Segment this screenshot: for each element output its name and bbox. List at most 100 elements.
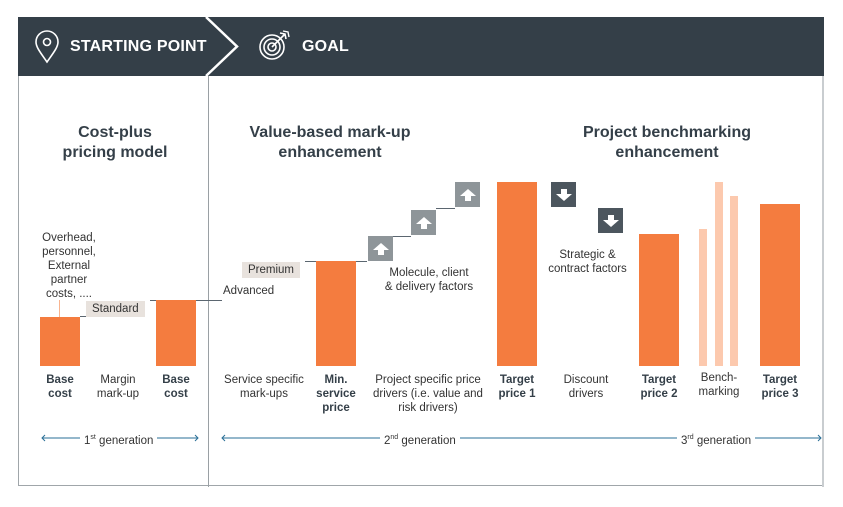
gen-text: generation bbox=[693, 434, 752, 447]
title-line: Project benchmarking bbox=[582, 124, 752, 141]
connector-line bbox=[436, 208, 455, 209]
first-generation-label: 1st generation bbox=[80, 431, 158, 448]
overhead-annotation: Overhead, personnel, External partner co… bbox=[28, 231, 110, 301]
header-chevron-divider bbox=[205, 17, 239, 77]
label-line: price 1 bbox=[498, 388, 536, 400]
bar-target-price-1 bbox=[497, 182, 537, 366]
connector-line bbox=[150, 300, 156, 301]
arrow-down-icon bbox=[555, 188, 572, 201]
annotation-line: Overhead, bbox=[42, 232, 96, 244]
arrow-up-icon bbox=[415, 216, 432, 229]
label-target-price-2: Target price 2 bbox=[634, 373, 684, 401]
annotation-line: Molecule, client bbox=[389, 267, 469, 279]
gen-num: 2 bbox=[384, 434, 391, 447]
section-divider bbox=[208, 76, 209, 487]
benchmark-bar bbox=[699, 229, 707, 366]
bar-min-service-price bbox=[316, 261, 356, 366]
annotation-line: partner bbox=[50, 274, 88, 286]
annotation-line: personnel, bbox=[42, 246, 96, 258]
label-line: drivers (i.e. value and bbox=[373, 388, 483, 400]
label-line: mark-up bbox=[96, 388, 140, 400]
annotation-line: Strategic & bbox=[559, 249, 616, 261]
overhead-connector bbox=[59, 300, 60, 317]
gen-num: 3 bbox=[681, 434, 688, 447]
strategic-annotation: Strategic & contract factors bbox=[540, 248, 635, 276]
second-generation-label: 2nd generation bbox=[380, 431, 460, 448]
map-pin-icon bbox=[35, 30, 59, 64]
label-line: Min. bbox=[324, 374, 348, 386]
title-line: enhancement bbox=[278, 144, 382, 161]
label-line: service bbox=[316, 388, 356, 400]
label-line: Service specific bbox=[224, 374, 304, 386]
gen-num: 1 bbox=[84, 434, 91, 447]
label-service-markups: Service specific mark-ups bbox=[218, 373, 310, 401]
label-line: risk drivers) bbox=[398, 402, 458, 414]
label-min-service-price: Min. service price bbox=[311, 373, 361, 415]
gen-text: generation bbox=[95, 434, 154, 447]
label-line: marking bbox=[698, 386, 740, 398]
label-line: Project specific price bbox=[375, 374, 481, 386]
label-margin-markup: Margin mark-up bbox=[88, 373, 148, 401]
label-project-drivers: Project specific price drivers (i.e. val… bbox=[364, 373, 492, 415]
gen-sup: st bbox=[90, 434, 96, 441]
label-line: price bbox=[322, 402, 350, 414]
label-line: Margin bbox=[100, 374, 136, 386]
label-discount-drivers: Discount drivers bbox=[555, 373, 617, 401]
connector-line bbox=[393, 236, 411, 237]
header-bar bbox=[18, 17, 824, 76]
gen-sup: nd bbox=[390, 434, 399, 441]
label-line: Base bbox=[46, 374, 74, 386]
label-line: mark-ups bbox=[240, 388, 288, 400]
title-line: Value-based mark-up bbox=[249, 124, 411, 141]
gen-sup: rd bbox=[687, 434, 694, 441]
arrow-up-icon bbox=[459, 188, 476, 201]
label-benchmarking: Bench- marking bbox=[690, 371, 748, 399]
label-line: Target bbox=[762, 374, 798, 386]
advanced-label: Advanced bbox=[223, 285, 275, 297]
label-line: Bench- bbox=[700, 372, 738, 384]
bar-base-cost-1 bbox=[40, 317, 80, 366]
bar-base-cost-2 bbox=[156, 300, 196, 366]
benchmark-bar bbox=[715, 182, 723, 366]
starting-point-label: STARTING POINT bbox=[70, 38, 207, 55]
down-arrow-box bbox=[551, 182, 576, 207]
standard-tag: Standard bbox=[86, 301, 145, 317]
label-line: cost bbox=[164, 388, 188, 400]
annotation-line: & delivery factors bbox=[384, 281, 474, 293]
connector-line bbox=[196, 300, 222, 301]
label-target-price-1: Target price 1 bbox=[492, 373, 542, 401]
arrow-up-icon bbox=[372, 242, 389, 255]
label-line: Discount bbox=[563, 374, 609, 386]
benchmarking-title: Project benchmarking enhancement bbox=[567, 123, 767, 163]
goal-label: GOAL bbox=[302, 38, 350, 55]
title-line: pricing model bbox=[62, 144, 168, 161]
up-arrow-box bbox=[368, 236, 393, 261]
annotation-line: contract factors bbox=[548, 263, 627, 275]
frame-right-edge bbox=[822, 76, 824, 487]
label-line: Target bbox=[499, 374, 535, 386]
connector-line bbox=[80, 316, 86, 317]
target-icon bbox=[259, 30, 290, 60]
third-generation-label: 3rd generation bbox=[677, 431, 756, 448]
annotation-line: costs, .... bbox=[45, 288, 92, 300]
molecule-annotation: Molecule, client & delivery factors bbox=[374, 266, 484, 294]
arrow-down-icon bbox=[602, 214, 619, 227]
title-line: Cost-plus bbox=[78, 124, 152, 141]
label-base-cost-1: Base cost bbox=[35, 373, 85, 401]
label-line: Target bbox=[641, 374, 677, 386]
up-arrow-box bbox=[411, 210, 436, 235]
label-line: price 2 bbox=[640, 388, 678, 400]
bar-target-price-3 bbox=[760, 204, 800, 366]
label-target-price-3: Target price 3 bbox=[755, 373, 805, 401]
premium-tag: Premium bbox=[242, 262, 301, 278]
value-based-title: Value-based mark-up enhancement bbox=[230, 123, 430, 163]
label-line: price 3 bbox=[761, 388, 799, 400]
label-line: drivers bbox=[568, 388, 604, 400]
title-line: enhancement bbox=[615, 144, 719, 161]
label-base-cost-2: Base cost bbox=[151, 373, 201, 401]
up-arrow-box bbox=[455, 182, 480, 207]
annotation-line: External bbox=[47, 260, 91, 272]
cost-plus-title: Cost-plus pricing model bbox=[40, 123, 190, 163]
down-arrow-box bbox=[598, 208, 623, 233]
bar-target-price-2 bbox=[639, 234, 679, 366]
